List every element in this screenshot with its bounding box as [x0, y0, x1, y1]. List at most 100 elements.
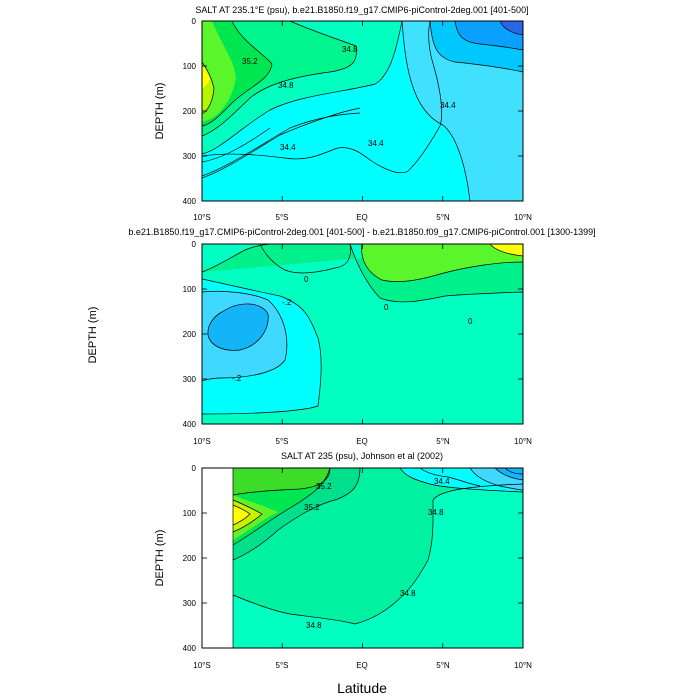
y-tick-label: 400: [183, 420, 197, 429]
fill-band: [233, 505, 250, 525]
panel-1-fills: [202, 21, 523, 201]
fill-band: [500, 21, 523, 35]
contour-line: [202, 127, 271, 163]
contour-label: 34.8: [342, 45, 358, 54]
x-tick-label: 5°S: [276, 437, 289, 446]
y-axis-label: DEPTH (m): [154, 530, 166, 587]
contour-line: [207, 303, 269, 351]
fill-band: [202, 21, 523, 201]
panel-3: 35.2 35.2 34.4 34.8 34.8 34.8 SALT AT 23…: [154, 451, 532, 696]
contour-label: 34.8: [428, 508, 444, 517]
contour-line: [494, 468, 523, 481]
panel-1: 35.2 34.8 34.8 34.4 34.4 34.4 SALT AT 23…: [154, 5, 532, 222]
x-tick-label: EQ: [356, 213, 368, 222]
contour-label: 0: [384, 303, 389, 312]
contour-line: [202, 244, 271, 273]
x-tick-label: 10°N: [514, 661, 532, 670]
contour-line: [399, 468, 523, 493]
y-tick-label: 200: [183, 554, 197, 563]
contour-line: [429, 21, 523, 73]
x-tick-label: EQ: [356, 661, 368, 670]
y-tick-label: 400: [183, 197, 197, 206]
contour-line: [202, 21, 357, 137]
fill-band: [233, 468, 330, 495]
x-tick-label: 10°N: [514, 213, 532, 222]
panel-2: 0 -.2 0 0 -.2 b.e21.B1850.f19_g17.CMIP6-…: [87, 227, 596, 446]
panel-3-contours: [232, 468, 523, 648]
contour-label: 34.8: [278, 81, 294, 90]
contour-line: [469, 468, 523, 491]
y-tick-label: 0: [192, 240, 197, 249]
contour-line: [202, 61, 215, 115]
y-tick-label: 100: [183, 509, 197, 518]
x-tick-label: 10°S: [193, 213, 210, 222]
contour-label: 34.8: [400, 589, 416, 598]
contour-line: [232, 504, 251, 526]
contour-line: [419, 468, 481, 487]
contour-line: [232, 499, 263, 533]
contour-label: 35.2: [304, 503, 320, 512]
y-tick-label: 100: [183, 62, 197, 71]
contour-line: [361, 244, 523, 282]
x-tick-label: 10°N: [514, 437, 532, 446]
x-tick-label: 10°S: [193, 661, 210, 670]
panel-title: SALT AT 235 (psu), Johnson et al (2002): [281, 451, 443, 461]
contour-line: [202, 112, 361, 177]
contour-line: [349, 244, 523, 303]
contour-line: [232, 483, 523, 625]
panel-3-fills: [202, 468, 523, 648]
panel-title: b.e21.B1850.f19_g17.CMIP6-piControl-2deg…: [128, 227, 595, 237]
x-ticks: 10°S 5°S EQ 5°N 10°N: [193, 661, 532, 670]
contour-label: 34.4: [440, 101, 456, 110]
x-tick-label: 5°S: [276, 661, 289, 670]
contour-line: [232, 468, 331, 496]
panel-1-contours: [202, 21, 523, 201]
y-axis-label: DEPTH (m): [87, 307, 99, 364]
fill-band: [361, 244, 523, 282]
contour-line: [454, 21, 523, 51]
y-tick-label: 0: [192, 17, 197, 26]
contour-line: [489, 244, 523, 257]
contour-line: [259, 244, 351, 274]
x-tick-label: 5°N: [436, 661, 450, 670]
y-ticks: 0 100 200 300 400: [183, 240, 197, 429]
contour-label: 35.2: [316, 482, 332, 491]
fill-band: [207, 303, 269, 351]
y-tick-label: 200: [183, 330, 197, 339]
contour-label: 34.4: [368, 139, 384, 148]
panel-2-fills: [202, 244, 523, 424]
x-tick-label: 5°S: [276, 213, 289, 222]
contour-line: [202, 107, 361, 179]
y-ticks: 0 100 200 300 400: [183, 464, 197, 653]
x-tick-label: EQ: [356, 437, 368, 446]
panel-title: SALT AT 235.1°E (psu), b.e21.B1850.f19_g…: [195, 5, 528, 15]
contour-line: [232, 468, 331, 546]
x-ticks: 10°S 5°S EQ 5°N 10°N: [193, 213, 532, 222]
y-tick-label: 0: [192, 464, 197, 473]
x-ticks: 10°S 5°S EQ 5°N 10°N: [193, 437, 532, 446]
contour-label: 0: [468, 317, 473, 326]
panel-2-contours: [202, 244, 523, 415]
contour-line: [202, 21, 443, 174]
contour-label: 34.4: [280, 143, 296, 152]
contour-line: [401, 21, 471, 201]
contour-label: -.2: [232, 374, 242, 383]
fill-band: [495, 468, 523, 480]
y-tick-label: 300: [183, 375, 197, 384]
contour-line: [202, 290, 288, 382]
contour-line: [202, 21, 273, 127]
y-tick-label: 400: [183, 644, 197, 653]
y-tick-label: 100: [183, 285, 197, 294]
contour-line: [202, 278, 322, 415]
y-axis-label: DEPTH (m): [154, 83, 166, 140]
x-axis-label: Latitude: [337, 680, 387, 696]
fill-band: [490, 244, 523, 256]
contour-label: 34.4: [434, 477, 450, 486]
y-tick-label: 200: [183, 107, 197, 116]
contour-label: 0: [304, 275, 309, 284]
contour-label: 35.2: [242, 57, 258, 66]
contour-line: [499, 21, 523, 36]
fill-band: [202, 65, 210, 89]
contour-label: -.2: [282, 298, 292, 307]
